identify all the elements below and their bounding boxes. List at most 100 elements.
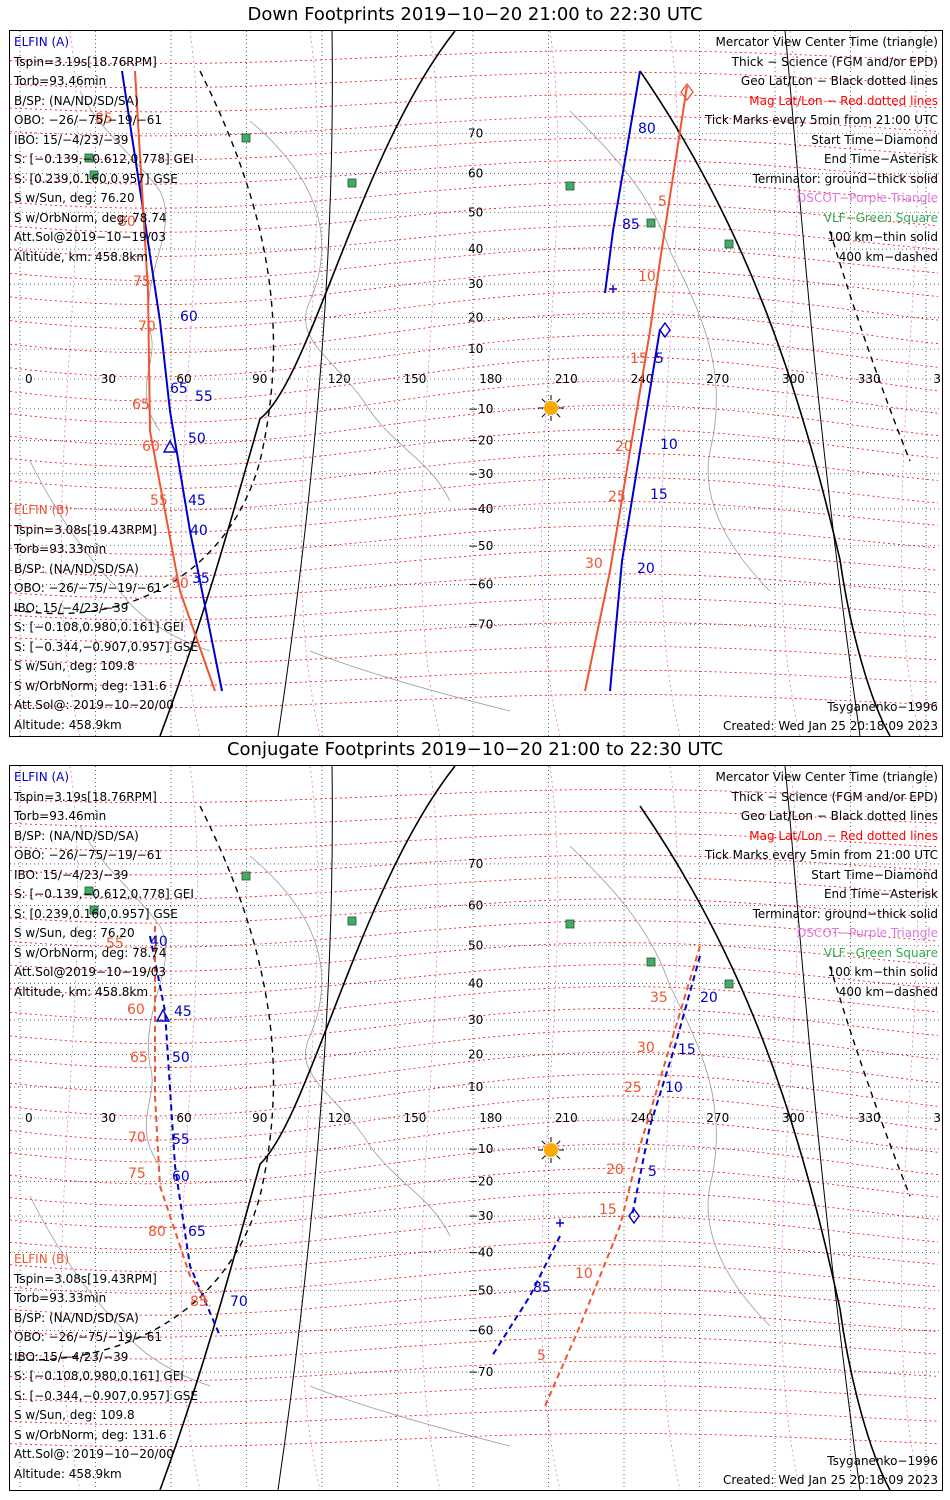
mag-lat-line [10,942,939,972]
elfin-a-info-line: Altitude, km: 458.8km [14,249,149,264]
lon-tick-label: 30 [101,1111,116,1125]
vlf-station-marker [241,871,251,881]
elfin-b-info-line: IBO: 15/−4/23/−39 [14,1349,129,1364]
conjugate-footprints-panel: 0306090120150180210240270300330360706050… [9,765,943,1491]
coastline [79,90,167,432]
elfin-b-time-label: 80 [118,214,136,230]
elfin-a-time-label: 50 [172,1050,190,1066]
elfin-b-info-line: S w/OrbNorm, deg: 131.6 [14,1427,167,1442]
lat-tick-label: 10 [468,1080,483,1094]
terminator-ground-right [639,70,891,736]
vlf-station-marker [84,153,94,163]
legend-item: Mercator View Center Time (triangle) [715,770,938,784]
lon-tick-label: 90 [252,372,267,386]
elfin-b-info-line: Torb=93.33min [14,542,107,556]
legend-item: Tick Marks every 5min from 21:00 UTC [704,848,938,862]
elfin-a-info: ELFIN (A) Tspin=3.19s[18.76RPM] Torb=93.46… [14,33,194,267]
legend-item: Tick Marks every 5min from 21:00 UTC [704,113,938,127]
lat-tick-label: 70 [468,126,483,140]
coastline [29,460,211,652]
legend-item: Thick − Science (FGM and/or EPD) [731,789,938,804]
elfin-a-info-line: OBO: −26/−75/−19/−61 [14,113,162,127]
lat-tick-label: −70 [468,618,493,632]
center-time-triangle [155,1008,171,1022]
mag-lat-line [10,428,939,468]
lat-tick-label: 30 [468,277,483,291]
mag-lat-line [10,269,939,305]
legend-item: 100 km−thin solid [827,965,938,979]
elfin-a-info-line: Altitude, km: 458.8km [14,984,149,999]
elfin-b-time-label: 5 [658,194,667,210]
elfin-b-info-line: S: [−0.108,0.980,0.161] GEI [14,1369,184,1383]
lon-tick-label: 360 [933,1111,942,1125]
elfin-b-time-label: 70 [128,1130,146,1146]
lon-tick-label: 150 [404,372,427,386]
lat-tick-label: 60 [468,899,483,913]
mag-lon-line [660,766,681,1490]
mag-lon-line [540,766,561,1490]
elfin-b-info-line: Altitude: 458.9km [14,1466,122,1481]
elfin-a-time-label: 55 [195,389,213,405]
mag-lat-grid [10,50,939,708]
elfin-b-time-label: 25 [608,489,626,505]
lat-tick-label: −60 [468,1323,493,1337]
elfin-b-info-line: Att.Sol@: 2019−10−20/00 [14,698,174,712]
mag-lat-line [10,1029,939,1069]
start-time-diamond-b [680,82,694,102]
mag-lon-line [901,31,921,736]
legend-item: 400 km−dashed [838,249,938,264]
end-time-asterisk [609,285,617,293]
legend-item: Terminator: ground−thick solid [752,171,938,186]
mag-lat-line [10,1264,939,1294]
elfin-a-time-label: 55 [172,1132,190,1148]
start-time-diamond [659,321,671,339]
elfin-b-info-line: B/SP: (NA/ND/SD/SA) [14,561,139,576]
elfin-b-time-label: 85 [190,1294,208,1310]
elfin-a-time-label: 35 [192,571,210,587]
elfin-b-time-label: 20 [606,1162,624,1178]
elfin-a-time-label: 10 [665,1080,683,1096]
legend-item: DSCOT−Purple Triangle [797,191,938,205]
mag-lat-line [10,1008,939,1044]
elfin-a-info: ELFIN (A) Tspin=3.19s[18.76RPM] Torb=93.46… [14,768,194,1002]
elfin-a-time-label: 20 [700,990,718,1006]
elfin-a-info-line: Tspin=3.19s[18.76RPM] [14,54,157,69]
lat-tick-label: 50 [468,205,483,219]
elfin-b-info-line: Torb=93.33min [14,1291,107,1305]
mag-lon-line [781,31,801,736]
elfin-b-info-line: S: [−0.344,−0.907,0.957] GSE [14,639,198,654]
elfin-a-time-label: 85 [622,217,640,233]
legend-item: End Time−Asterisk [823,152,938,166]
lat-tick-label: −20 [468,433,493,447]
legend-item: Terminator: ground−thick solid [752,906,938,921]
elfin-b-info-line: S w/Sun, deg: 109.8 [14,659,135,673]
elfin-a-info-line: Torb=93.46min [14,74,107,88]
lon-tick-label: 90 [252,1111,267,1125]
terminator-group [10,766,911,1490]
lat-tick-label: 40 [468,242,483,256]
legend-item: End Time−Asterisk [823,887,938,901]
elfin-a-time-label: 45 [174,1004,192,1020]
legend-item: Mag Lat/Lon − Red dotted lines [749,828,938,843]
terminator-100km-right [784,31,861,736]
lon-tick-label: 150 [404,1111,427,1125]
elfin-b-info-line: IBO: 15/−4/23/−39 [14,600,129,615]
elfin-a-track [121,70,661,692]
coastline [569,845,771,1327]
legend-item: VLF−Green Square [823,210,938,225]
lon-tick-label: 120 [328,1111,351,1125]
mag-lat-line [10,1095,939,1141]
elfin-b-info-line: S w/OrbNorm, deg: 131.6 [14,678,167,693]
elfin-a-time-label: 40 [190,523,208,539]
legend-item: 100 km−thin solid [827,230,938,244]
legend-item: Start Time−Diamond [811,867,938,882]
elfin-a-time-label: 65 [170,381,188,397]
mag-lat-line [10,986,939,1020]
mag-lat-line [10,964,939,996]
end-time-asterisk [556,1219,564,1227]
mag-lat-line [10,312,939,354]
terminator-100km [277,766,333,1490]
mag-lat-line [10,1073,939,1117]
created-timestamp: Created: Wed Jan 25 20:18:09 2023 [723,719,938,733]
lat-tick-label: −10 [468,402,493,416]
